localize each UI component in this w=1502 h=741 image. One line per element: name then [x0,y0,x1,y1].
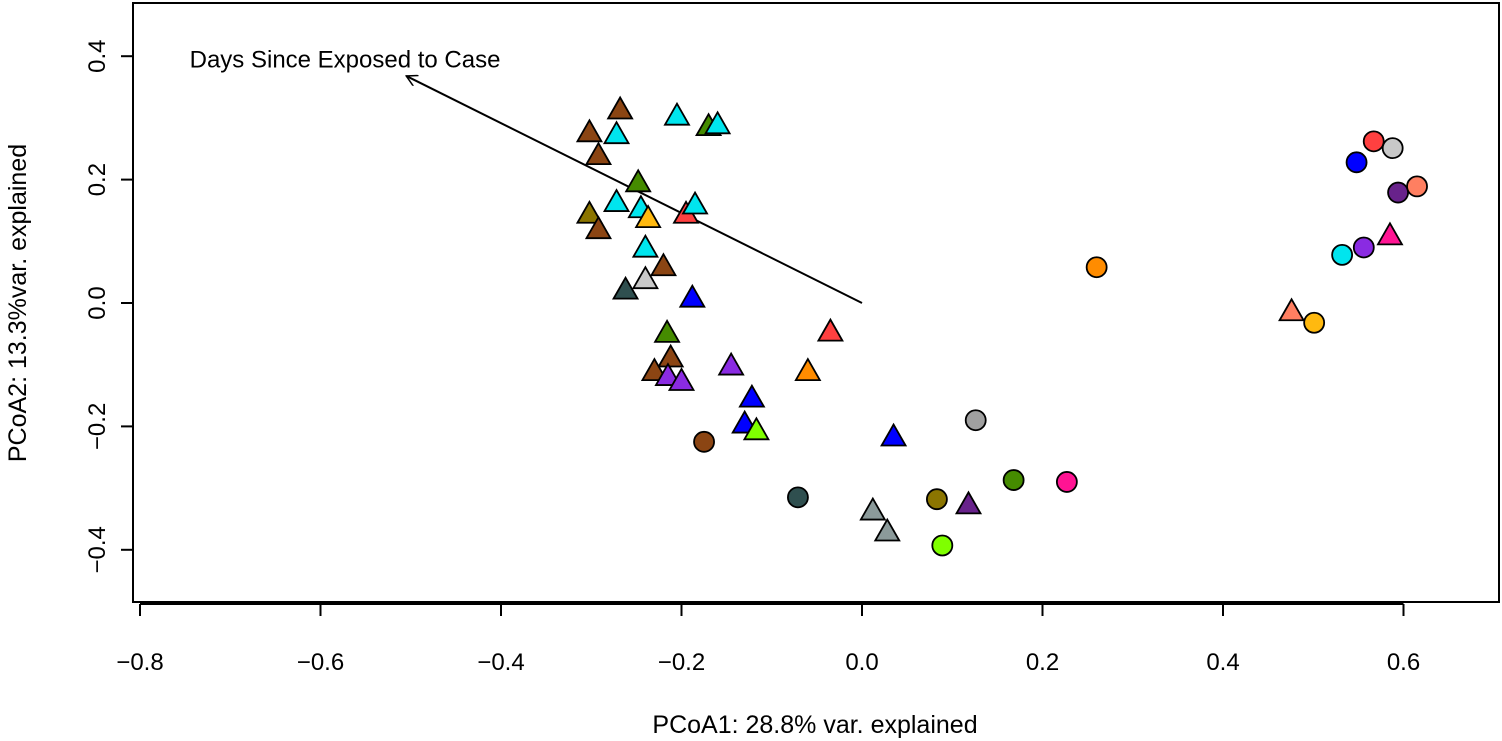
triangle-point [1278,297,1306,322]
triangle-point [654,362,682,386]
x-tick-label: 0.2 [1026,649,1059,676]
circle-point [1002,469,1025,491]
x-tick-label: 0.4 [1206,649,1239,676]
triangle-point [742,416,770,441]
triangle-point [602,188,631,212]
triangle-point [704,110,732,135]
circle-point [926,488,948,511]
triangle-point [816,317,844,342]
triangle-point [738,383,766,408]
circle-point [1381,137,1404,160]
arrow-label: Days Since Exposed to Case [190,46,501,73]
triangle-point [681,190,709,215]
x-tick-label: −0.4 [477,649,524,676]
circle-point [1387,181,1409,204]
triangle-point [859,496,887,521]
circle-point [1055,471,1078,493]
triangle-point [584,141,613,166]
data-points [575,95,1428,557]
triangle-point [880,422,908,447]
triangle-point [634,204,662,228]
triangle-point [873,517,901,542]
triangle-point [584,215,613,240]
x-axis-title: PCoA1: 28.8% var. explained [652,711,977,739]
x-tick-label: −0.2 [658,649,705,676]
circle-point [1352,236,1375,259]
triangle-point [575,118,603,143]
circle-point [1303,311,1326,334]
triangle-point [611,275,640,300]
triangle-point [667,367,696,391]
triangle-point [657,343,685,368]
triangle-point [653,319,681,343]
triangle-point [678,283,706,308]
y-tick-label: 0.0 [84,286,111,319]
x-tick-label: −0.8 [116,649,163,676]
triangle-point [794,357,822,382]
circle-point [931,534,954,557]
circle-point [1331,243,1354,266]
circle-point [787,486,809,509]
x-tick-label: 0.6 [1387,649,1420,676]
y-tick-label: −0.4 [84,526,111,573]
circle-point [1345,151,1368,174]
y-axis-title: PCoA2: 13.3%var. explained [4,144,32,462]
circle-point [1406,175,1428,198]
y-tick-label: 0.4 [84,40,111,73]
circle-point [1085,256,1108,279]
triangle-point [640,357,668,382]
triangle-point [606,95,634,120]
triangle-point [1376,221,1404,246]
triangle-point [631,233,659,258]
circle-point [1362,130,1385,153]
x-axis: −0.8 −0.6 −0.4 −0.2 0.0 0.2 0.4 0.6 [116,603,1420,676]
y-tick-label: 0.2 [84,163,111,196]
triangle-point [954,490,983,515]
circle-point [964,409,987,432]
y-tick-label: −0.2 [84,403,111,450]
triangle-point [631,265,659,290]
x-tick-label: 0.0 [845,649,878,676]
circle-point [693,430,715,453]
y-axis: −0.4 −0.2 0.0 0.2 0.4 [84,40,134,573]
triangle-point [649,252,678,277]
triangle-point [624,168,652,193]
triangle-point [717,351,745,376]
x-tick-label: −0.6 [297,649,344,676]
triangle-point [663,101,691,126]
triangle-point [602,120,631,145]
triangle-point [575,199,603,224]
